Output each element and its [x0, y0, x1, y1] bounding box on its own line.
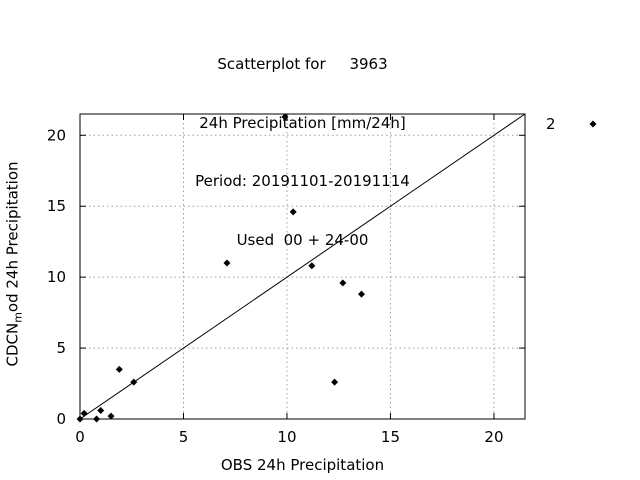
plot-frame-group: [79, 113, 526, 420]
x-tick-label: 0: [75, 428, 85, 446]
y-tick-label: 20: [47, 126, 66, 144]
data-point: [130, 378, 138, 386]
axis-ticks: 0 5 10 15 20 0 5 10 15 20: [47, 114, 525, 446]
grid-lines: [80, 114, 525, 419]
y-axis-label-suffix: od 24h Precipitation: [3, 161, 22, 313]
x-tick-label: 20: [484, 428, 503, 446]
data-point: [281, 113, 289, 121]
legend-marker: [589, 120, 597, 128]
y-tick-label: 15: [47, 197, 66, 215]
data-point: [80, 409, 88, 417]
legend-label: 2: [546, 115, 556, 133]
y-axis-label: CDCNmod 24h Precipitation: [4, 161, 25, 366]
title-line-2: 24h Precipitation [mm/24h]: [199, 113, 406, 132]
data-point: [289, 208, 297, 216]
chart-title: Scatterplot for 3963 24h Precipitation […: [80, 16, 525, 270]
data-point: [97, 406, 105, 414]
data-point: [223, 259, 231, 267]
y-axis-label-subscript: m: [11, 312, 25, 323]
data-point: [339, 279, 347, 287]
legend-marker-group: [589, 120, 597, 128]
y-axis-label-prefix: CDCN: [3, 322, 22, 367]
title-line-1: Scatterplot for 3963: [217, 55, 388, 73]
data-points: [76, 113, 365, 423]
reference-line: [79, 113, 526, 420]
title-line-4: Used 00 + 24-00: [236, 230, 369, 249]
data-point: [331, 378, 339, 386]
data-point: [93, 415, 101, 423]
data-point: [357, 290, 365, 298]
y-tick-label: 0: [56, 410, 66, 428]
x-tick-label: 15: [381, 428, 400, 446]
data-point: [115, 365, 123, 373]
y-tick-label: 5: [56, 339, 66, 357]
x-tick-label: 5: [179, 428, 189, 446]
data-point: [308, 262, 316, 270]
x-tick-label: 10: [277, 428, 296, 446]
data-point: [76, 415, 84, 423]
title-line-3: Period: 20191101-20191114: [195, 172, 410, 190]
reference-line-group: [79, 113, 526, 420]
data-point: [107, 412, 115, 420]
x-axis-label: OBS 24h Precipitation: [220, 456, 385, 474]
plot-frame: [79, 113, 526, 420]
y-tick-label: 10: [47, 268, 66, 286]
